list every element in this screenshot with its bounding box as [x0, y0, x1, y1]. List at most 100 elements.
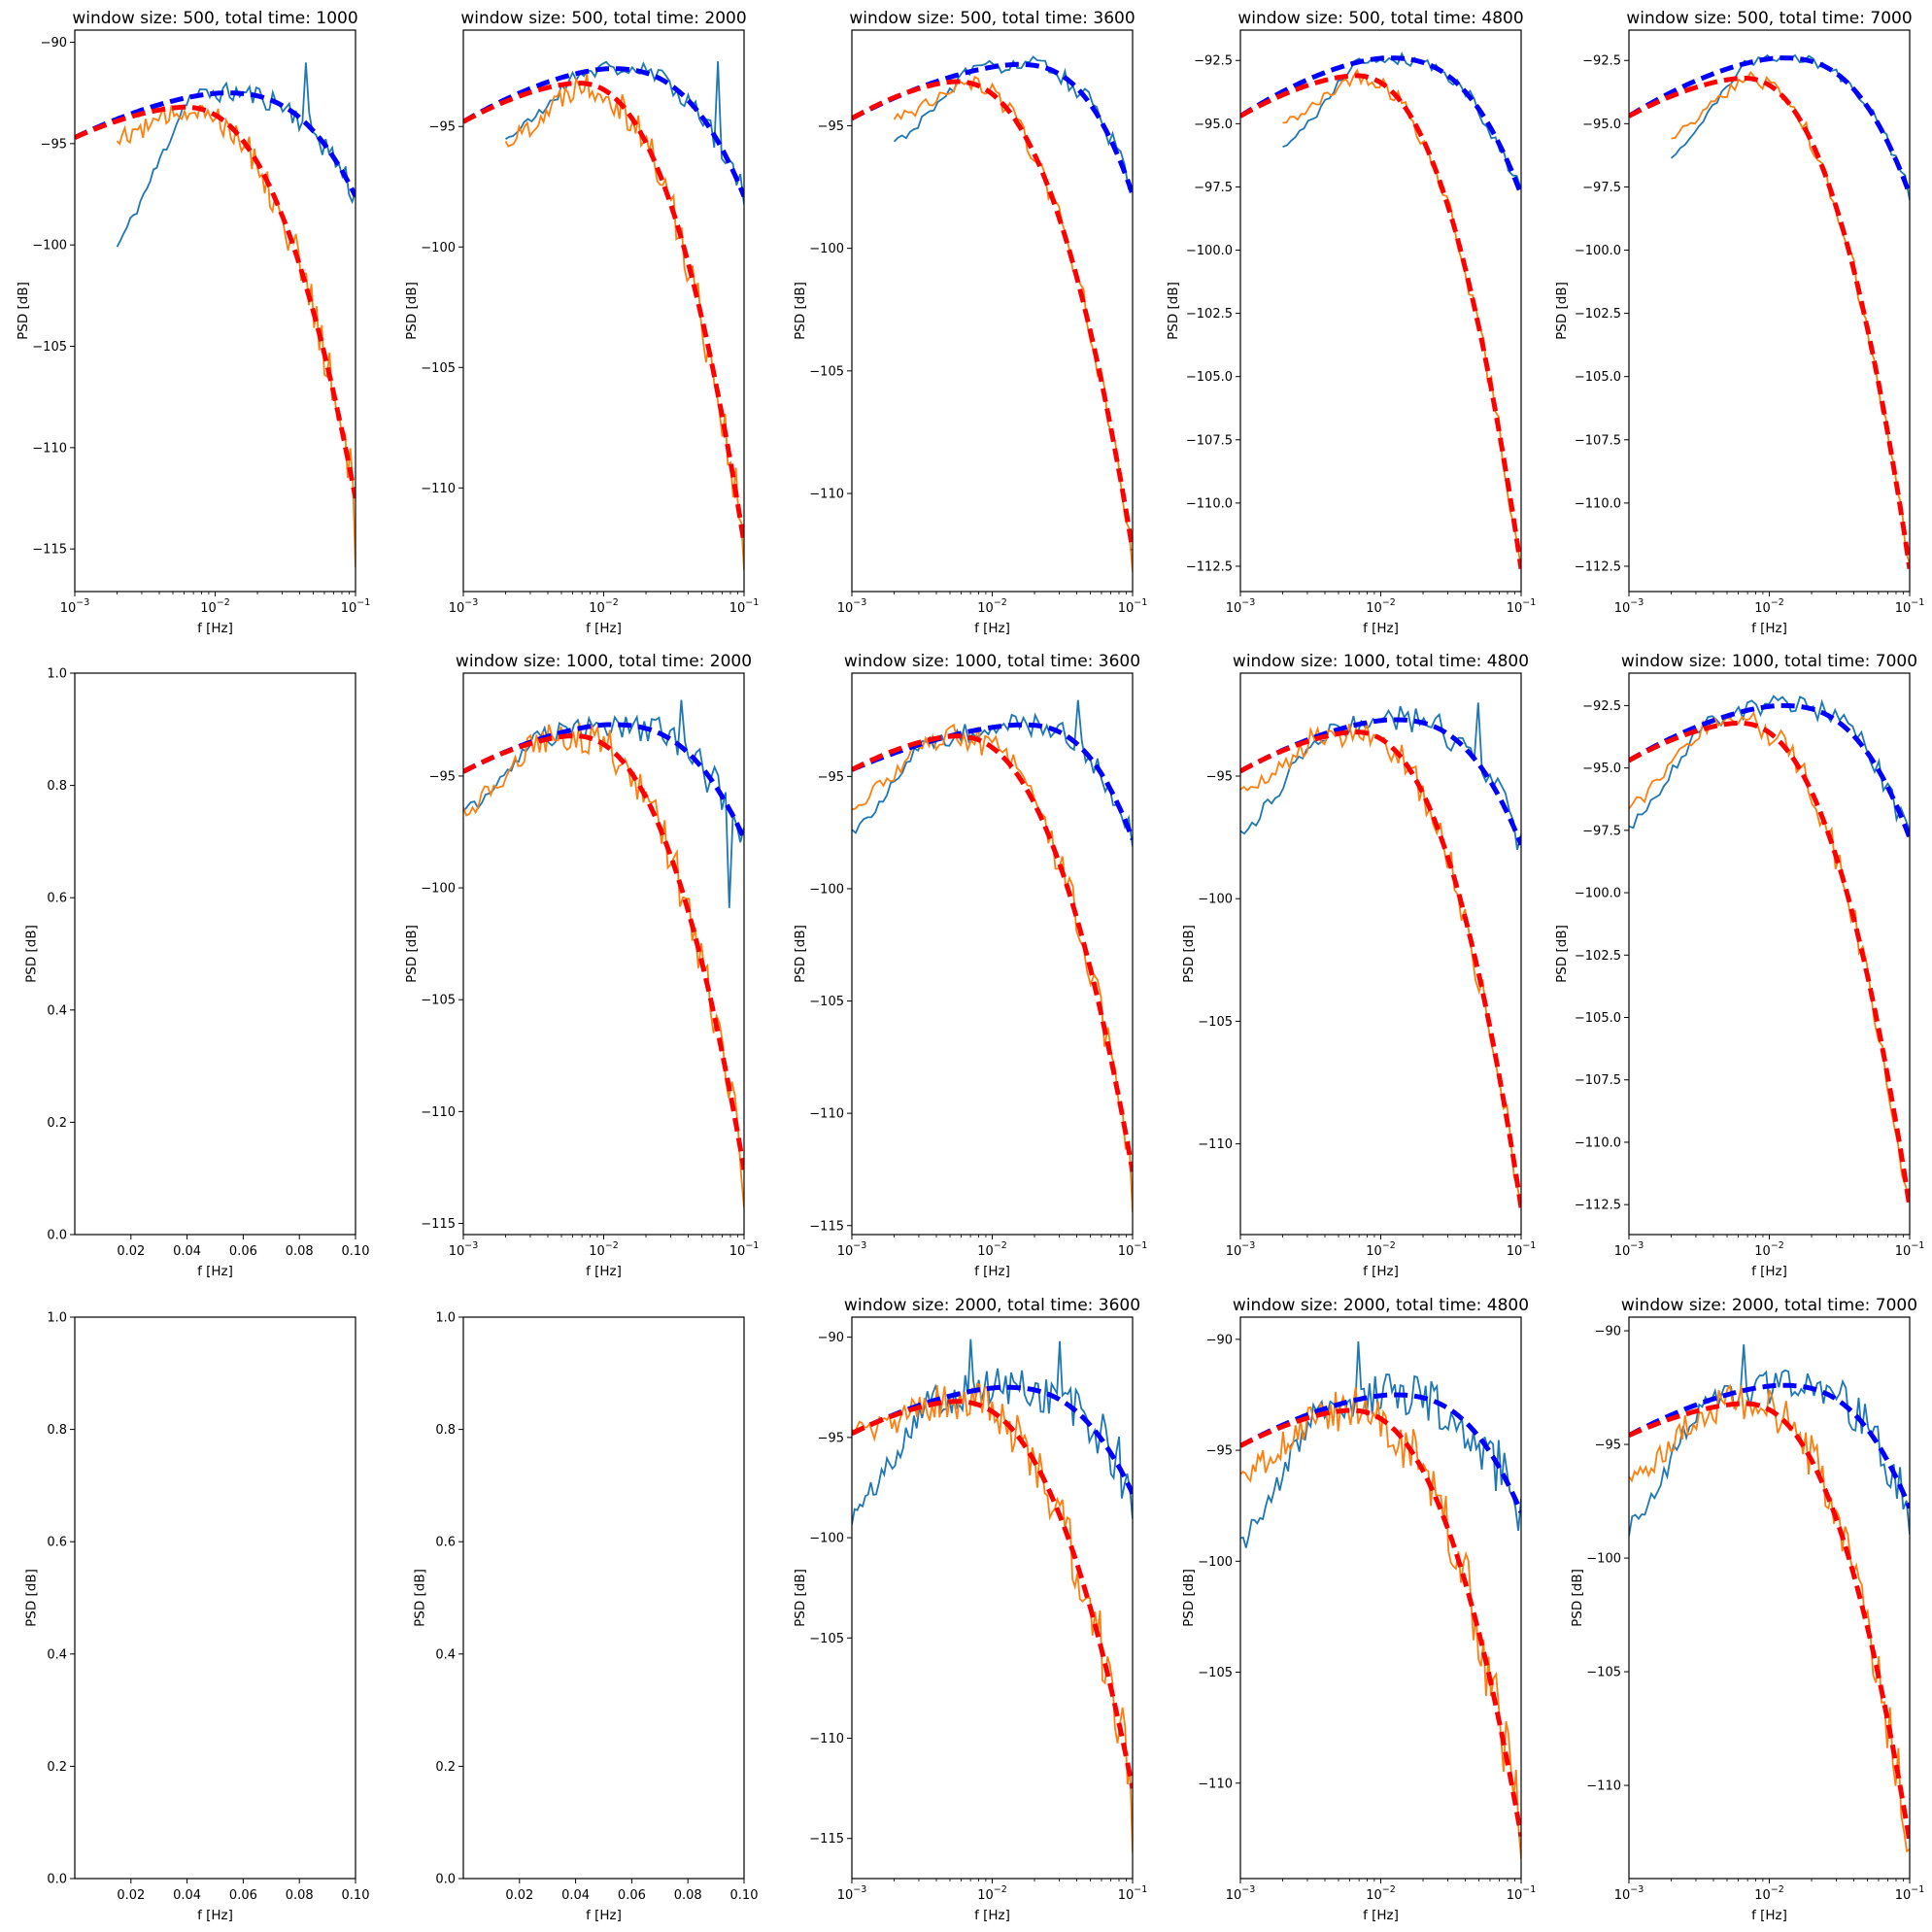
x-tick-label: 10−1: [1118, 597, 1148, 616]
red-fit-curve: [463, 733, 744, 1170]
x-tick-label: 10−3: [449, 1240, 479, 1259]
x-tick-label: 0.06: [229, 1888, 257, 1903]
x-tick-label: 10−2: [977, 597, 1007, 616]
y-axis-label: PSD [dB]: [16, 282, 31, 340]
subplot-2-4: 10−3 10−2 10−1 −110 −105 −100 −95 −90 f [Hz] PSD …: [1570, 1296, 1924, 1923]
orange-data-line: [852, 1382, 1133, 1853]
x-tick-label: 10−3: [837, 1240, 867, 1259]
x-tick-label: 10−3: [60, 597, 90, 616]
x-tick-label: 10−3: [1614, 1884, 1644, 1903]
blue-fit-curve: [1629, 55, 1910, 196]
y-tick-label: 0.2: [47, 1116, 67, 1131]
y-axis-label: PSD [dB]: [404, 282, 420, 340]
y-tick-label: −90: [818, 1331, 844, 1345]
y-tick-label: −95: [1595, 1439, 1621, 1453]
x-axis-label: f [Hz]: [1363, 1908, 1399, 1923]
orange-data-line: [1629, 710, 1910, 1201]
y-tick-label: −92.5: [1194, 54, 1233, 69]
red-fit-curve: [1240, 729, 1521, 1208]
subplot-1-1: 10−3 10−2 10−1 −115 −110 −105 −100 −95 f [Hz] PSD…: [404, 652, 759, 1279]
y-tick-label: −90: [41, 36, 67, 51]
x-tick-label: 10−1: [1118, 1884, 1148, 1903]
x-tick-label: 10−3: [1614, 597, 1644, 616]
blue-fit-curve: [1629, 1382, 1910, 1509]
y-axis-label: PSD [dB]: [1570, 1569, 1585, 1627]
y-tick-label: −105: [809, 995, 844, 1009]
blue-data-line: [1629, 1344, 1910, 1537]
blue-fit-curve: [1240, 1392, 1521, 1513]
y-tick-label: −110: [421, 1105, 456, 1120]
x-tick-label: 10−2: [1754, 1884, 1784, 1903]
y-tick-label: −95: [429, 120, 456, 135]
blue-data-line: [1282, 51, 1521, 189]
subplot-0-4: 10−3 10−2 10−1 −112.5 −110.0 −107.5 −105.0 −102…: [1554, 9, 1924, 636]
plot-area: [1240, 51, 1521, 569]
x-tick-label: 10−1: [1507, 1240, 1537, 1259]
x-tick-label: 0.06: [229, 1244, 257, 1259]
x-tick-label: 10−3: [1614, 1240, 1644, 1259]
red-fit-curve: [852, 79, 1133, 551]
y-tick-label: −115: [32, 543, 67, 558]
y-axis-label: PSD [dB]: [793, 282, 808, 340]
y-tick-label: −100: [1198, 1555, 1233, 1570]
y-tick-label: −90: [1595, 1325, 1621, 1339]
plot-area: [852, 1339, 1133, 1853]
y-tick-label: 0.8: [47, 1423, 67, 1438]
subplot-title: window size: 2000, total time: 4800: [1233, 1296, 1529, 1315]
y-tick-label: −115: [809, 1219, 844, 1234]
y-tick-label: −95: [818, 119, 844, 134]
y-tick-label: −112.5: [1575, 559, 1621, 574]
y-axis-label: PSD [dB]: [412, 1569, 427, 1627]
x-axis-label: f [Hz]: [197, 1264, 233, 1279]
y-tick-label: 0.0: [47, 1229, 67, 1243]
red-fit-curve: [1240, 73, 1521, 569]
y-tick-label: −100: [809, 1532, 844, 1546]
x-axis-label: f [Hz]: [197, 1908, 233, 1923]
blue-data-line: [1629, 695, 1910, 831]
orange-data-line: [463, 722, 744, 1208]
orange-data-line: [1671, 70, 1910, 564]
plot-area: [1240, 1341, 1521, 1859]
y-tick-label: −112.5: [1186, 559, 1233, 574]
y-axis-label: PSD [dB]: [793, 1569, 808, 1627]
y-tick-label: −107.5: [1186, 433, 1233, 448]
y-tick-label: −100.0: [1575, 887, 1621, 901]
y-tick-label: −110: [1586, 1779, 1621, 1794]
y-tick-label: 0.6: [435, 1536, 456, 1550]
y-tick-label: −100: [421, 241, 456, 255]
y-tick-label: −105: [809, 364, 844, 379]
blue-data-line: [463, 699, 744, 908]
axes-frame: [1628, 672, 1911, 1236]
y-tick-label: 0.6: [47, 1536, 67, 1550]
y-axis-label: PSD [dB]: [1181, 1569, 1197, 1627]
y-tick-label: −95: [818, 770, 844, 785]
y-tick-label: −112.5: [1575, 1199, 1621, 1213]
orange-data-line: [1240, 722, 1521, 1205]
orange-data-line: [893, 75, 1133, 572]
y-axis-label: PSD [dB]: [793, 925, 808, 983]
x-tick-label: 0.04: [173, 1244, 201, 1259]
x-tick-label: 10−2: [1366, 1884, 1396, 1903]
y-tick-label: −95: [41, 137, 67, 152]
y-tick-label: −115: [809, 1832, 844, 1847]
subplot-title: window size: 500, total time: 1000: [72, 9, 357, 28]
subplot-0-2: 10−3 10−2 10−1 −110 −105 −100 −95 f [Hz] PSD [dB…: [793, 9, 1147, 636]
y-tick-label: −110: [32, 441, 67, 456]
red-fit-curve: [1629, 76, 1910, 569]
x-axis-label: f [Hz]: [586, 1908, 622, 1923]
blue-fit-curve: [75, 90, 356, 198]
y-axis-label: PSD [dB]: [1554, 282, 1570, 340]
y-tick-label: −110: [1198, 1137, 1233, 1152]
y-tick-label: 0.8: [435, 1423, 456, 1438]
x-tick-label: 10−1: [1507, 1884, 1537, 1903]
subplot-2-3: 10−3 10−2 10−1 −110 −105 −100 −95 −90 f [Hz] PSD …: [1181, 1296, 1536, 1923]
x-tick-label: 0.08: [674, 1888, 702, 1903]
subplot-1-2: 10−3 10−2 10−1 −115 −110 −105 −100 −95 f [Hz] PSD…: [793, 652, 1147, 1279]
subplot-title: window size: 1000, total time: 4800: [1233, 652, 1529, 671]
y-tick-label: −102.5: [1186, 307, 1233, 322]
x-tick-label: 10−1: [1895, 597, 1925, 616]
y-tick-label: −105: [1198, 1666, 1233, 1680]
x-tick-label: 10−2: [589, 597, 619, 616]
orange-data-line: [1282, 68, 1521, 569]
